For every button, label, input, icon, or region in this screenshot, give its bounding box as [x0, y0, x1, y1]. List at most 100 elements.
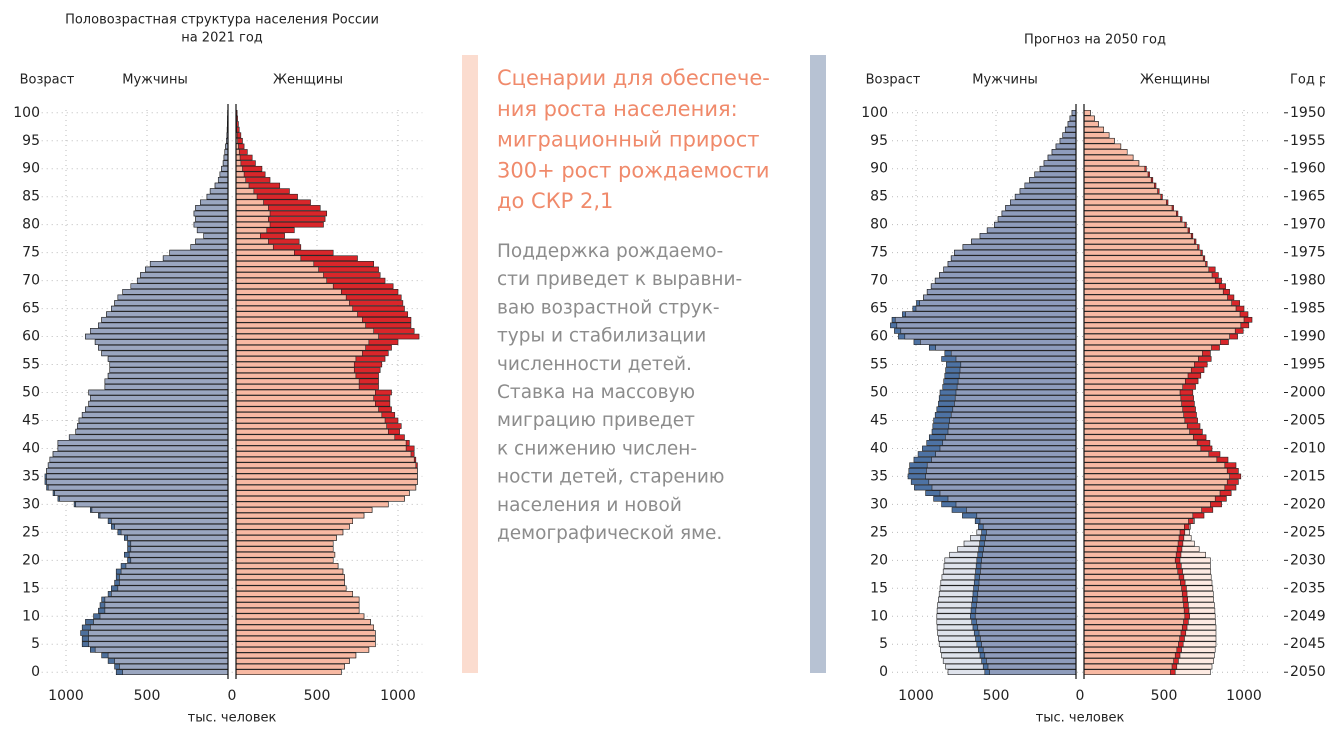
- bar: [1083, 294, 1228, 301]
- x-tick-label: 500: [1151, 688, 1178, 704]
- bar: [1083, 507, 1202, 513]
- bar: [976, 596, 1077, 603]
- bar: [47, 484, 229, 491]
- bar: [947, 261, 1077, 267]
- bar: [960, 361, 1077, 368]
- bar: [986, 227, 1077, 234]
- bar: [235, 165, 243, 172]
- bar: [976, 512, 1077, 519]
- bar: [235, 311, 358, 317]
- bar: [120, 529, 229, 536]
- bar: [223, 154, 229, 161]
- bar: [111, 518, 229, 524]
- bar: [221, 165, 229, 172]
- bar: [235, 484, 417, 491]
- bar: [1083, 143, 1122, 150]
- y-tick-label: 45: [22, 412, 40, 428]
- bar: [235, 479, 418, 485]
- bar: [1083, 149, 1128, 155]
- bar: [81, 412, 229, 418]
- bar: [214, 182, 229, 189]
- bar: [235, 535, 337, 541]
- y-tick-label: 25: [870, 524, 888, 540]
- bar: [57, 440, 229, 446]
- y-tick-label: 75: [870, 245, 888, 261]
- y-tick-label: 85: [870, 189, 888, 205]
- bar: [1083, 669, 1171, 675]
- y-tick-label: 20: [870, 552, 888, 568]
- bar: [1083, 647, 1178, 653]
- bar: [905, 311, 1077, 317]
- column-header: Женщины: [273, 73, 343, 88]
- bar: [1083, 249, 1202, 256]
- bar: [235, 428, 389, 435]
- bar: [1083, 512, 1194, 519]
- bar: [989, 669, 1077, 675]
- y-tick-label: 35: [870, 468, 888, 484]
- bar: [976, 619, 1077, 625]
- bar: [1083, 406, 1184, 413]
- bar: [979, 574, 1077, 580]
- bar: [982, 523, 1077, 530]
- bar: [1083, 188, 1158, 194]
- bar: [979, 518, 1077, 524]
- bar: [235, 188, 255, 194]
- bar: [900, 328, 1077, 334]
- bar: [107, 652, 229, 659]
- bar: [235, 540, 334, 547]
- bar: [954, 400, 1077, 407]
- y-tick-label: 30: [870, 496, 888, 512]
- bar: [1083, 579, 1181, 586]
- bar: [1083, 160, 1140, 166]
- bar: [1067, 121, 1077, 127]
- y-tick-label: 15: [22, 580, 40, 596]
- bar: [974, 613, 1077, 620]
- bar: [206, 193, 229, 200]
- bar: [1083, 333, 1230, 340]
- x-tick-label: 0: [1076, 688, 1085, 704]
- chart-title: Половозрастная структура населения Росси…: [65, 13, 379, 28]
- bar: [235, 361, 355, 368]
- bar: [111, 305, 229, 312]
- bar: [980, 563, 1077, 569]
- bar: [120, 568, 229, 575]
- panel-heading: миграционный прирост: [497, 128, 760, 152]
- bar: [1083, 154, 1134, 161]
- bar: [939, 445, 1077, 452]
- bar: [1083, 344, 1212, 351]
- panel-body: населения и новой: [497, 495, 682, 516]
- bar: [235, 619, 371, 625]
- bar: [1083, 574, 1180, 580]
- bar: [107, 372, 229, 379]
- bar: [957, 378, 1077, 385]
- panel-body: Поддержка рождаемо-: [497, 241, 723, 262]
- x-tick-label: 500: [304, 688, 331, 704]
- y-tick-label: 15: [870, 580, 888, 596]
- y-tick-label: 100: [861, 105, 888, 121]
- bar: [1083, 484, 1226, 491]
- bar: [985, 535, 1077, 541]
- bar: [1019, 188, 1077, 194]
- bar: [1064, 126, 1077, 133]
- bar: [119, 579, 229, 586]
- column-header: Год рожд.: [1290, 73, 1325, 88]
- panel-body: ваю возрастной струк-: [497, 297, 720, 318]
- bar: [1024, 182, 1077, 189]
- bar: [986, 658, 1077, 664]
- bar: [979, 233, 1077, 239]
- bar: [1083, 613, 1186, 620]
- bar: [1083, 182, 1155, 189]
- bar: [954, 249, 1077, 256]
- bar: [1083, 233, 1192, 239]
- bar: [931, 484, 1077, 491]
- bar: [52, 451, 229, 457]
- bar: [235, 602, 360, 608]
- bar: [235, 350, 363, 357]
- bar: [1083, 490, 1221, 496]
- x-axis-label: тыс. человек: [1036, 711, 1125, 726]
- y-tick-label: 60: [870, 329, 888, 345]
- bar: [130, 283, 229, 290]
- bar: [1001, 210, 1077, 217]
- bar: [235, 462, 417, 469]
- y-tick-label: 55: [870, 357, 888, 373]
